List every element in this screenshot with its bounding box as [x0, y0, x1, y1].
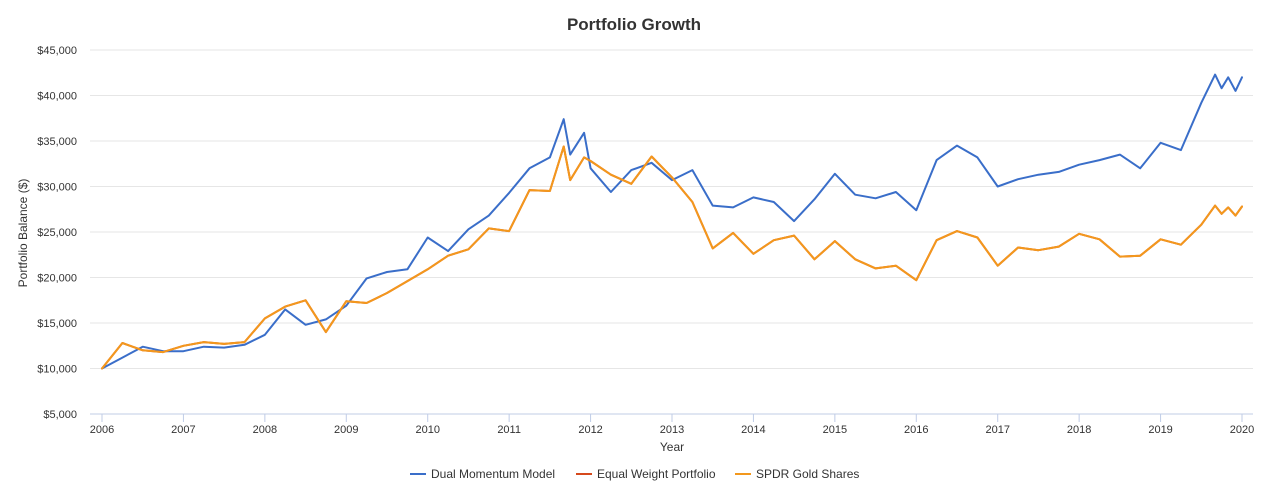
- y-tick-label: $40,000: [37, 91, 77, 103]
- x-tick-label: 2010: [415, 424, 439, 436]
- x-tick-label: 2016: [904, 424, 928, 436]
- grid-lines: [90, 49, 1253, 369]
- x-tick-label: 2019: [1148, 424, 1172, 436]
- series-line-3[interactable]: [101, 145, 1243, 370]
- x-tick-label: 2011: [497, 424, 521, 436]
- chart-title: Portfolio Growth: [567, 15, 701, 34]
- x-tick-label: 2013: [660, 424, 684, 436]
- x-axis-title: Year: [660, 440, 684, 454]
- x-tick-label: 2008: [253, 424, 277, 436]
- x-tick-label: 2020: [1230, 424, 1254, 436]
- legend-item[interactable]: Equal Weight Portfolio: [576, 467, 716, 481]
- y-tick-label: $45,000: [37, 45, 77, 57]
- x-tick-label: 2009: [334, 424, 358, 436]
- x-axis: 2006 2007 2008 2009 2010 2011 2012 2013 2014 2015…: [90, 413, 1254, 436]
- x-tick-label: 2017: [985, 424, 1009, 436]
- y-tick-label: $30,000: [37, 182, 77, 194]
- x-tick-label: 2012: [578, 424, 602, 436]
- y-axis-ticks: $5,000 $10,000 $15,000 $20,000 $25,000 $30,00…: [37, 45, 77, 421]
- y-tick-label: $10,000: [37, 364, 77, 376]
- y-tick-label: $35,000: [37, 136, 77, 148]
- legend-label: Dual Momentum Model: [431, 467, 555, 481]
- legend-item[interactable]: Dual Momentum Model: [410, 467, 555, 481]
- y-tick-label: $5,000: [43, 409, 77, 421]
- legend-label: Equal Weight Portfolio: [597, 467, 716, 481]
- y-tick-label: $15,000: [37, 318, 77, 330]
- legend-label: SPDR Gold Shares: [756, 467, 859, 481]
- y-tick-label: $20,000: [37, 273, 77, 285]
- x-tick-label: 2007: [171, 424, 195, 436]
- y-axis-title: Portfolio Balance ($): [16, 179, 30, 288]
- series-line-1[interactable]: [101, 73, 1243, 370]
- x-tick-label: 2006: [90, 424, 114, 436]
- x-tick-label: 2015: [823, 424, 847, 436]
- legend: Dual Momentum Model Equal Weight Portfoli…: [410, 467, 859, 481]
- y-tick-label: $25,000: [37, 227, 77, 239]
- series-layer: [101, 73, 1243, 370]
- x-tick-label: 2018: [1067, 424, 1091, 436]
- legend-item[interactable]: SPDR Gold Shares: [735, 467, 859, 481]
- x-tick-label: 2014: [741, 424, 765, 436]
